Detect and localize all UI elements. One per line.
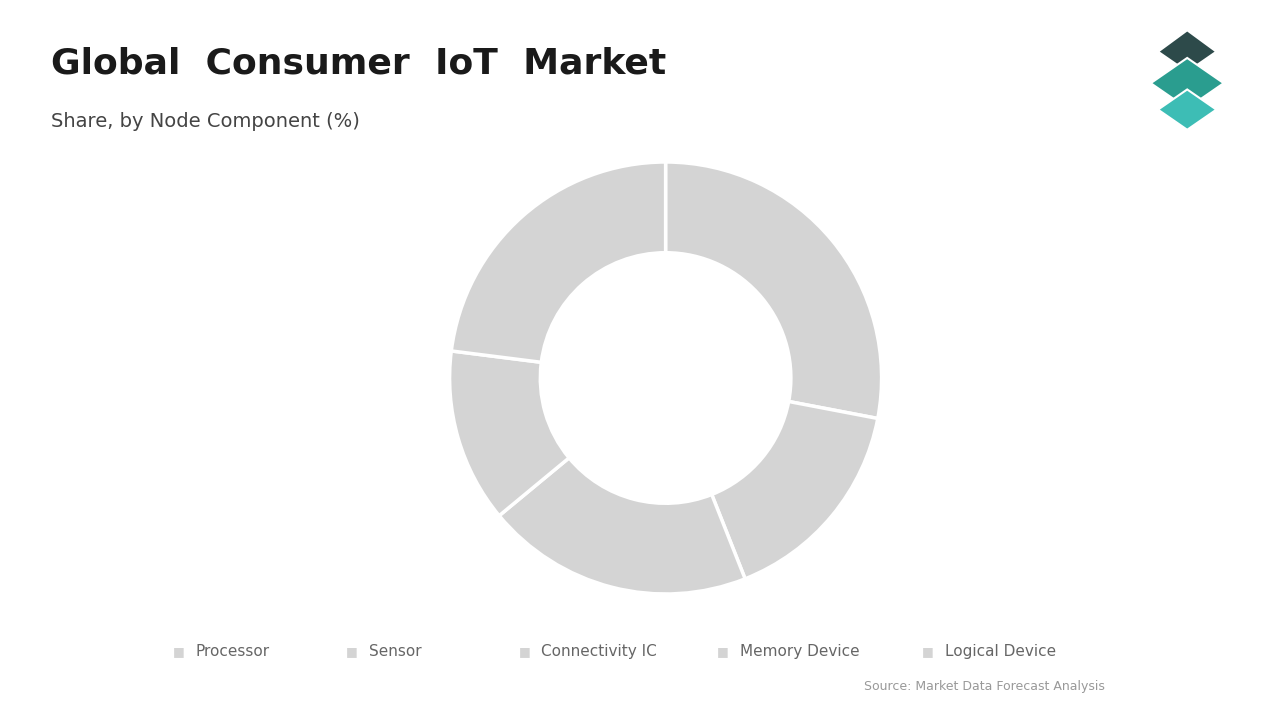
Wedge shape xyxy=(452,162,666,362)
Text: Connectivity IC: Connectivity IC xyxy=(541,644,657,659)
Wedge shape xyxy=(449,351,570,516)
Text: ■: ■ xyxy=(518,645,530,658)
Text: ■: ■ xyxy=(922,645,933,658)
Wedge shape xyxy=(499,458,745,594)
Text: ■: ■ xyxy=(173,645,184,658)
Polygon shape xyxy=(1151,58,1224,108)
Text: Global  Consumer  IoT  Market: Global Consumer IoT Market xyxy=(51,47,667,81)
Text: Memory Device: Memory Device xyxy=(740,644,859,659)
Wedge shape xyxy=(666,162,882,418)
Text: Processor: Processor xyxy=(196,644,270,659)
Text: ■: ■ xyxy=(717,645,728,658)
Text: Source: Market Data Forecast Analysis: Source: Market Data Forecast Analysis xyxy=(864,680,1105,693)
Text: ■: ■ xyxy=(346,645,357,658)
Text: Share, by Node Component (%): Share, by Node Component (%) xyxy=(51,112,360,130)
Text: Logical Device: Logical Device xyxy=(945,644,1056,659)
Polygon shape xyxy=(1158,89,1216,130)
Polygon shape xyxy=(1158,30,1216,72)
Text: Sensor: Sensor xyxy=(369,644,421,659)
Wedge shape xyxy=(712,402,878,579)
